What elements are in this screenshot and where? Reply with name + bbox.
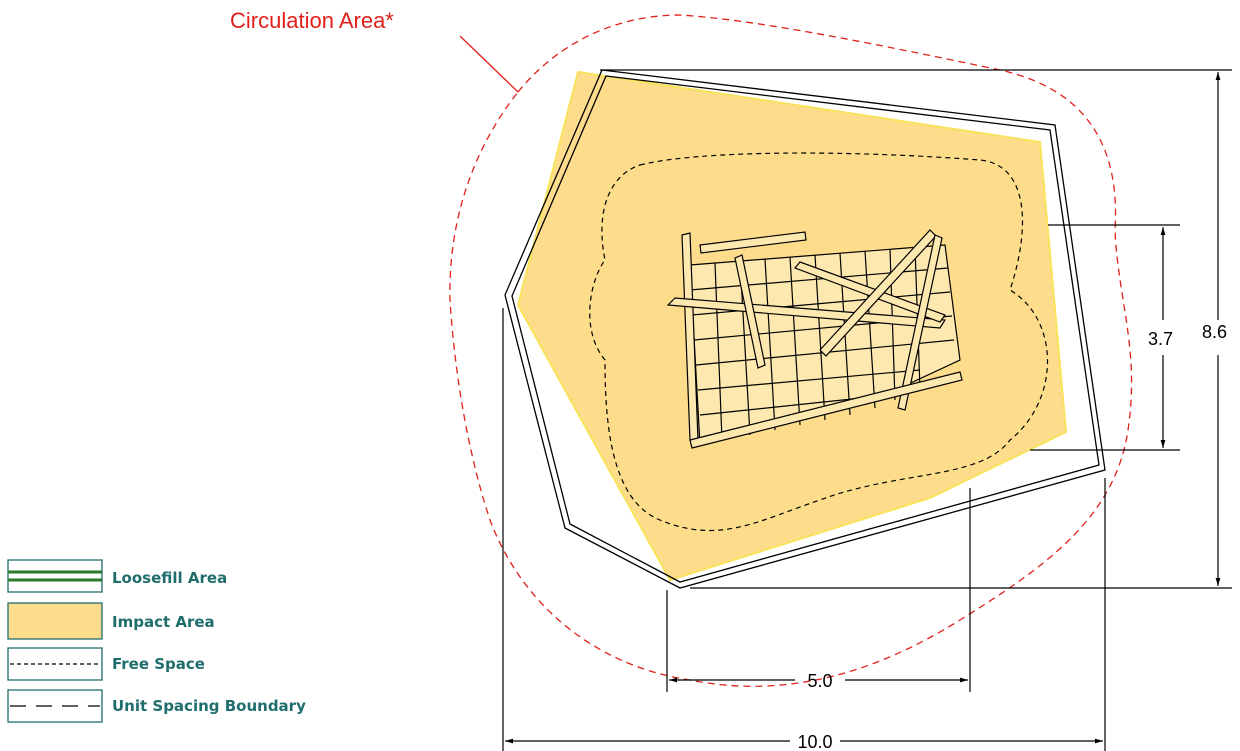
dimension-label: 3.7	[1148, 329, 1173, 349]
legend-label: Unit Spacing Boundary	[112, 697, 306, 715]
dimension-label: 8.6	[1202, 322, 1227, 342]
dimension-label: 10.0	[797, 732, 832, 751]
legend-label: Free Space	[112, 655, 205, 673]
callout-label: Circulation Area*	[230, 8, 394, 33]
dimension-lines	[502, 69, 1232, 751]
legend-label: Impact Area	[112, 613, 215, 631]
free-space	[589, 152, 1048, 532]
play-equipment	[666, 229, 963, 449]
circulation-area	[449, 14, 1133, 687]
callout-leader	[459, 35, 519, 93]
legend	[7, 559, 103, 723]
dimension-label: 5.0	[807, 671, 832, 691]
loosefill-area	[504, 69, 1106, 589]
loosefill-area-inner	[511, 75, 1100, 583]
legend-label: Loosefill Area	[112, 569, 227, 587]
